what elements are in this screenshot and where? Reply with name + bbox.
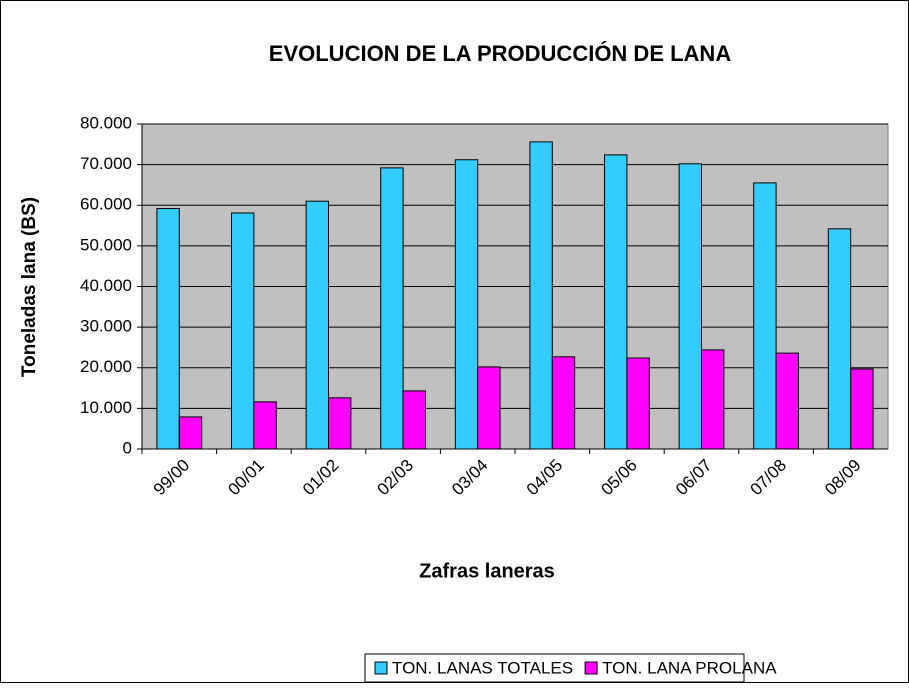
bar [850, 368, 874, 450]
bar [604, 154, 628, 450]
bar [253, 401, 277, 450]
bar [701, 349, 725, 450]
bar [551, 356, 576, 450]
bar [775, 352, 799, 450]
bar [827, 228, 852, 450]
bar [328, 397, 352, 450]
y-axis-title: Toneladas lana (BS) [19, 197, 40, 377]
bar [626, 357, 650, 450]
legend-swatch [374, 661, 388, 675]
y-tick-label: 30.000 [80, 317, 132, 336]
y-tick-label: 50.000 [80, 235, 132, 254]
bar [678, 163, 702, 450]
bar [305, 200, 329, 450]
bar [156, 208, 180, 450]
chart-title: EVOLUCION DE LA PRODUCCIÓN DE LANA [269, 41, 732, 66]
bar [178, 416, 203, 450]
y-tick-label: 10.000 [80, 398, 132, 417]
legend-label: TON. LANA PROLANA [602, 658, 777, 677]
bar [231, 212, 255, 450]
y-tick-label: 60.000 [80, 195, 132, 214]
legend-label: TON. LANAS TOTALES [392, 658, 573, 677]
bar [454, 159, 479, 450]
legend-box [364, 653, 745, 683]
y-tick-label: 0 [123, 438, 132, 457]
bar [380, 167, 404, 450]
x-axis-title: Zafras laneras [419, 560, 555, 582]
legend-swatch [584, 661, 598, 675]
y-tick-label: 80.000 [80, 113, 132, 132]
bar [753, 182, 777, 450]
bar [529, 141, 553, 450]
bar [477, 366, 501, 450]
y-tick-label: 40.000 [80, 276, 132, 295]
y-tick-label: 20.000 [80, 357, 132, 376]
y-tick-label: 70.000 [80, 154, 132, 173]
bar [402, 390, 426, 450]
